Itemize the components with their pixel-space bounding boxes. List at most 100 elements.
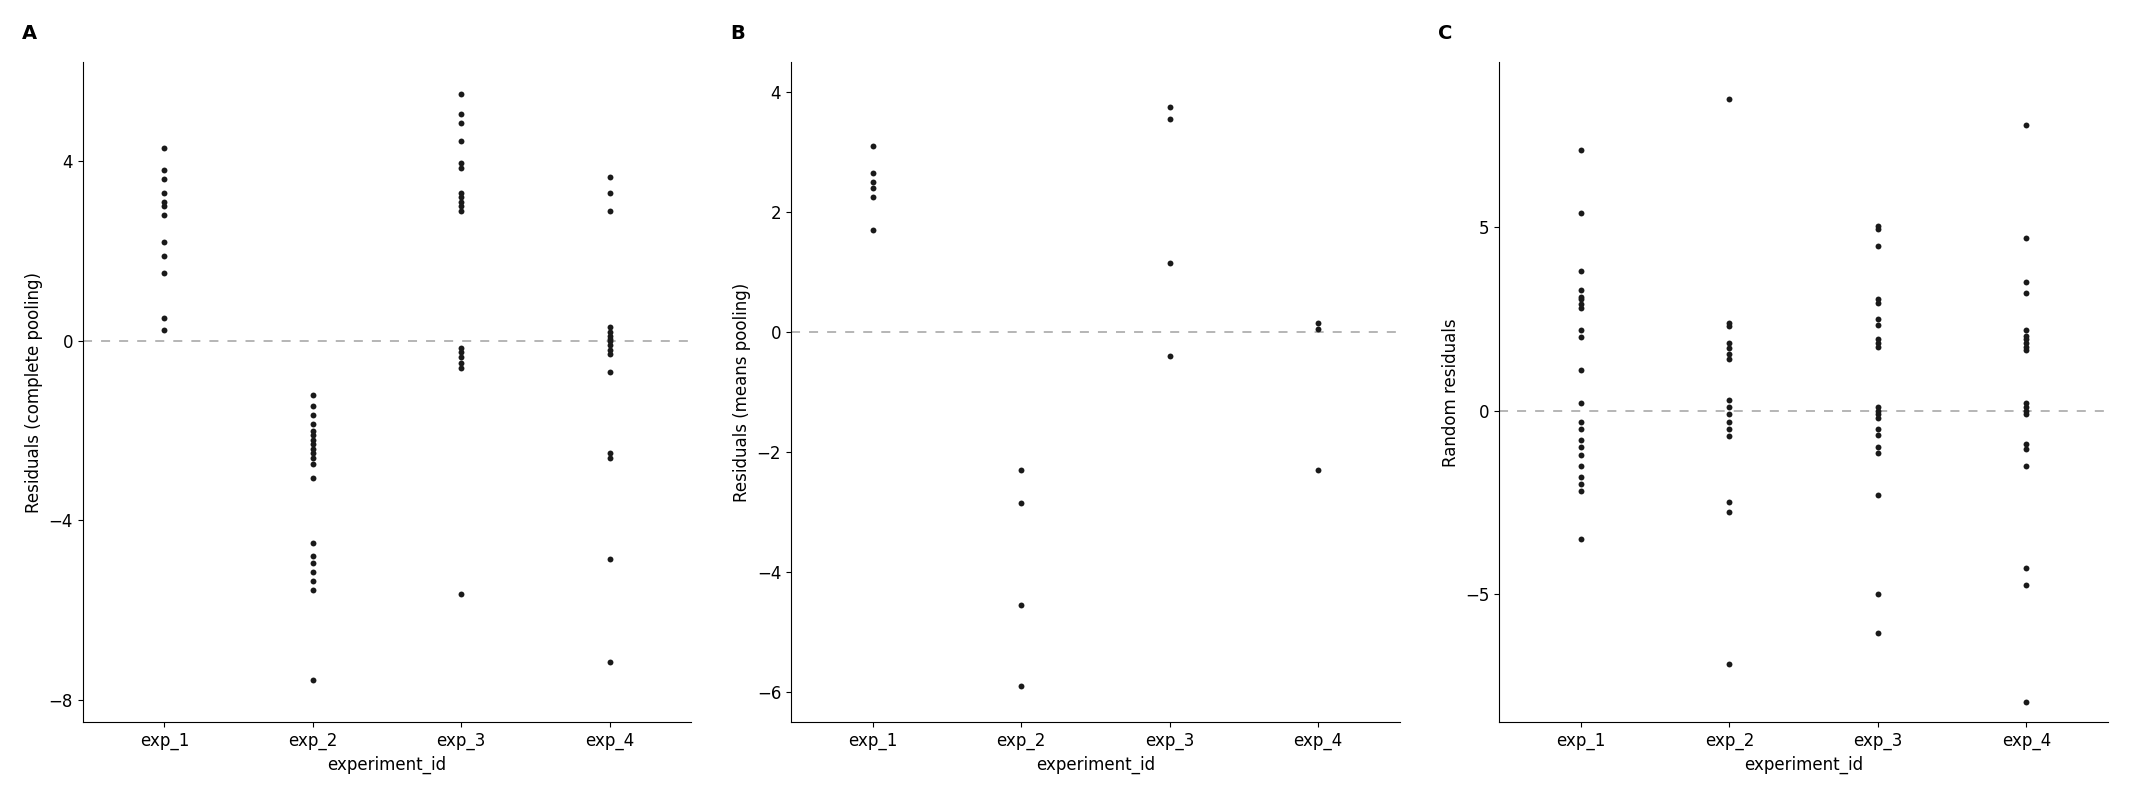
Point [2009,333,2043,346]
Point [296,574,331,587]
Point [1563,265,1598,278]
Point [147,164,181,177]
Point [2009,696,2043,709]
Point [1860,408,1894,421]
Point [1563,291,1598,304]
Point [147,173,181,185]
Point [593,339,627,352]
Point [1713,353,1747,366]
X-axis label: experiment_id: experiment_id [1037,756,1154,774]
Point [1563,471,1598,483]
Point [444,205,478,217]
Point [593,335,627,348]
Point [296,583,331,596]
Point [1713,93,1747,105]
Point [2009,287,2043,300]
Point [2009,329,2043,342]
Point [1860,296,1894,309]
Point [147,267,181,280]
Point [1713,342,1747,355]
Point [2009,459,2043,472]
Point [444,108,478,121]
Point [1860,223,1894,236]
Point [593,321,627,334]
Point [1713,496,1747,509]
Point [296,388,331,401]
Point [296,550,331,562]
Point [296,674,331,686]
Point [1713,401,1747,414]
Point [1860,333,1894,346]
Point [2009,562,2043,574]
Point [1713,505,1747,518]
X-axis label: experiment_id: experiment_id [1745,756,1862,774]
Point [1563,434,1598,447]
Point [1860,240,1894,252]
Point [1713,408,1747,421]
Point [2009,118,2043,131]
Point [444,117,478,129]
Point [2009,344,2043,356]
Point [1713,430,1747,443]
Text: C: C [1438,24,1453,42]
Point [1005,497,1039,510]
Point [2009,232,2043,244]
Point [1301,323,1335,336]
Point [2009,401,2043,414]
Point [1713,415,1747,428]
Point [1152,113,1186,126]
Point [1860,489,1894,502]
Point [147,324,181,336]
Point [296,536,331,549]
Point [1563,298,1598,311]
Point [1563,284,1598,296]
Point [1860,404,1894,417]
Point [1563,302,1598,315]
Point [1860,588,1894,601]
Point [444,350,478,363]
Point [296,447,331,459]
Point [296,400,331,412]
Point [444,588,478,601]
Point [593,366,627,379]
Point [147,195,181,208]
Text: B: B [729,24,744,42]
Point [1152,350,1186,363]
Point [444,191,478,204]
Point [1860,411,1894,424]
Point [2009,437,2043,450]
Point [593,170,627,183]
Point [1860,428,1894,441]
Point [593,186,627,199]
Point [1563,331,1598,344]
Point [593,552,627,565]
Point [1860,340,1894,353]
Point [444,195,478,208]
Point [855,191,889,204]
Point [1563,485,1598,498]
Point [1713,348,1747,360]
Point [1301,464,1335,477]
Point [593,344,627,356]
Point [1860,447,1894,459]
Point [593,348,627,360]
Point [593,325,627,338]
Point [444,88,478,101]
Point [1860,401,1894,414]
Point [296,429,331,442]
Text: A: A [21,24,36,42]
Point [855,140,889,153]
Point [1563,206,1598,219]
Point [296,408,331,421]
Point [1860,318,1894,331]
Point [296,418,331,431]
Point [2009,404,2043,417]
Point [1860,292,1894,305]
Point [296,458,331,471]
Point [444,161,478,174]
Point [2009,443,2043,455]
Point [1563,448,1598,461]
Point [296,433,331,446]
Point [1713,320,1747,333]
Point [1860,312,1894,325]
